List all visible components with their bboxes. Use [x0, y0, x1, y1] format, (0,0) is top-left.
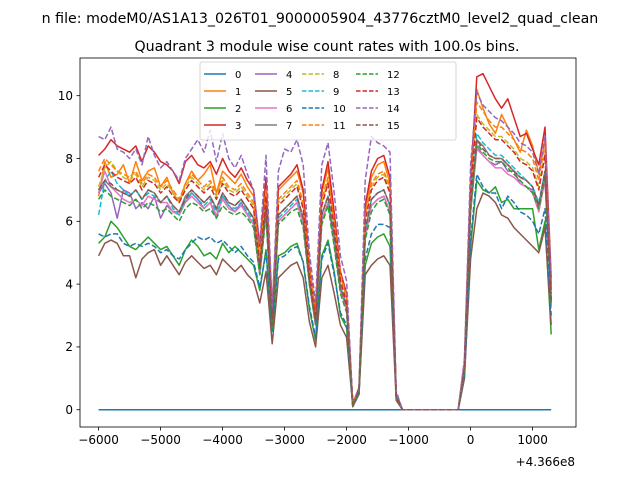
series-line-12 [97, 142, 552, 411]
series-line-10 [98, 173, 552, 411]
legend-label-2: 2 [235, 104, 241, 115]
legend-label-11: 11 [333, 121, 346, 132]
series-line-9 [97, 132, 552, 411]
legend-label-6: 6 [286, 104, 292, 115]
x-tick-label: −6000 [78, 433, 119, 447]
plot-area [97, 72, 552, 411]
x-offset-label: +4.366e8 [516, 455, 575, 469]
axes-frame [79, 57, 577, 428]
legend-label-8: 8 [333, 70, 339, 81]
y-tick-label: 0 [65, 403, 73, 417]
series-line-5 [97, 192, 552, 411]
series-line-3 [98, 72, 552, 411]
x-tick-label: 1000 [517, 433, 548, 447]
legend-box [199, 61, 457, 141]
series-line-4 [97, 145, 552, 411]
legend-label-12: 12 [387, 70, 400, 81]
legend-label-5: 5 [286, 87, 292, 98]
series-line-13 [97, 116, 552, 411]
x-tick-label: −3000 [264, 433, 305, 447]
series-line-11 [97, 101, 552, 411]
legend-label-0: 0 [235, 70, 241, 81]
legend-label-7: 7 [286, 121, 292, 132]
legend-label-15: 15 [387, 121, 400, 132]
x-tick-label: −5000 [140, 433, 181, 447]
y-tick-label: 2 [65, 340, 73, 354]
x-tick-label: −1000 [388, 433, 429, 447]
y-tick-label: 8 [65, 152, 73, 166]
legend-label-1: 1 [235, 87, 241, 98]
legend-label-10: 10 [333, 104, 346, 115]
legend-label-9: 9 [333, 87, 339, 98]
axes: −6000 −5000 −4000 −3000 −2000 −1000 0 1000 0 2 4 6 8… [58, 57, 577, 447]
series-line-15 [97, 138, 552, 411]
chart-suptitle: n file: modeM0/AS1A13_026T01_9000005904_… [42, 11, 599, 27]
legend-label-3: 3 [235, 121, 241, 132]
y-tick-label: 6 [65, 215, 73, 229]
series-line-8 [97, 113, 552, 411]
x-tick-label: −4000 [202, 433, 243, 447]
x-tick-label: −2000 [326, 433, 367, 447]
legend-label-13: 13 [387, 87, 400, 98]
legend-label-4: 4 [286, 70, 292, 81]
legend-label-14: 14 [387, 104, 400, 115]
x-tick-label: 0 [467, 433, 475, 447]
chart-title: Quadrant 3 module wise count rates with … [134, 39, 519, 55]
y-tick-label: 4 [65, 277, 73, 291]
series-line-14 [98, 91, 552, 411]
y-tick-label: 10 [58, 89, 73, 103]
